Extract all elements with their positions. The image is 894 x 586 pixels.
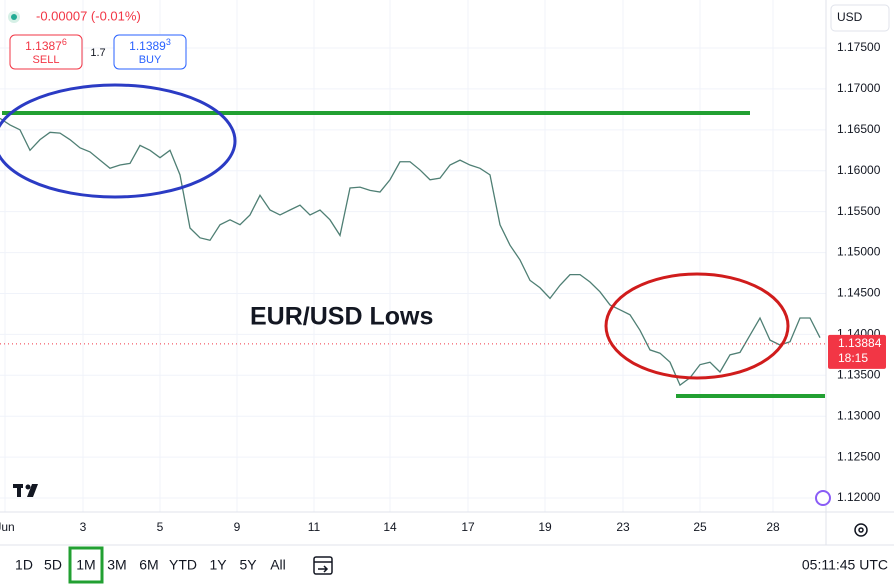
range-button[interactable]: All — [270, 557, 286, 573]
y-tick-label: 1.16000 — [837, 163, 881, 177]
settings-icon[interactable] — [854, 523, 868, 537]
x-tick-label: 3 — [80, 520, 87, 534]
range-button[interactable]: YTD — [169, 557, 197, 573]
y-tick-label: 1.17000 — [837, 81, 881, 95]
active-range-box — [68, 546, 104, 584]
price-line — [0, 117, 821, 387]
countdown: 18:15 — [838, 351, 868, 365]
range-button[interactable]: 6M — [139, 557, 158, 573]
y-tick-label: 1.12000 — [837, 490, 881, 504]
x-tick-label: 28 — [766, 520, 780, 534]
sell-price: 1.13876 — [25, 37, 67, 53]
y-tick-label: 1.12500 — [837, 449, 881, 463]
x-tick-label: 17 — [461, 520, 475, 534]
y-tick-label: 1.13500 — [837, 367, 881, 381]
range-button[interactable]: 1D — [15, 557, 33, 573]
range-button[interactable]: 3M — [107, 557, 126, 573]
y-tick-label: 1.16500 — [837, 122, 881, 136]
annotation-text: EUR/USD Lows — [250, 303, 433, 331]
currency: USD — [837, 10, 863, 24]
sell-price-main: 1.1387 — [25, 39, 62, 53]
spread: 1.7 — [90, 47, 105, 59]
y-tick-label: 1.17500 — [837, 40, 881, 54]
buy-price-main: 1.1389 — [129, 39, 166, 53]
buy-price: 1.13893 — [129, 37, 171, 53]
last-price-tag — [828, 334, 886, 369]
y-tick-label: 1.14500 — [837, 286, 881, 300]
range-button[interactable]: 5D — [44, 557, 62, 573]
y-tick-label: 1.15500 — [837, 204, 881, 218]
red-ellipse — [604, 272, 790, 380]
change: -0.00007 (-0.01%) — [36, 8, 141, 23]
indicator-icon[interactable] — [815, 490, 831, 506]
x-tick-label: 11 — [308, 520, 321, 534]
grid-layer — [0, 0, 826, 512]
y-tick-label: 1.13000 — [837, 408, 881, 422]
currency-box[interactable] — [830, 4, 890, 32]
last-price-label: 1.13884 — [838, 336, 882, 350]
x-tick-label: 19 — [538, 520, 552, 534]
range-button[interactable]: 5Y — [239, 557, 257, 573]
y-tick-label: 1.15000 — [837, 245, 881, 259]
buy-pipette: 3 — [166, 37, 171, 47]
range-button[interactable]: 1M — [76, 557, 95, 573]
x-tick-label: 5 — [157, 520, 164, 534]
date-range-icon[interactable] — [313, 556, 333, 575]
clock: 05:11:45 UTC — [802, 557, 888, 573]
blue-ellipse — [0, 83, 237, 199]
sell-pipette: 6 — [62, 37, 67, 47]
x-tick-label: 9 — [234, 520, 241, 534]
toolbar: 1D 5D 1M 3M 6M YTD 1Y 5Y All — [15, 546, 286, 584]
sell-button[interactable] — [9, 34, 83, 70]
buy-label: BUY — [139, 54, 162, 66]
range-button[interactable]: 1Y — [209, 557, 227, 573]
settings-icon-core — [858, 527, 864, 533]
buy-button[interactable] — [113, 34, 187, 70]
logo — [13, 484, 38, 497]
sell-label: SELL — [33, 54, 60, 66]
x-tick-label: 23 — [616, 520, 630, 534]
x-tick-label: Jun — [0, 520, 15, 534]
x-tick-label: 14 — [383, 520, 397, 534]
status-dot — [11, 14, 17, 20]
plot-layer — [0, 117, 826, 387]
x-tick-label: 25 — [693, 520, 707, 534]
